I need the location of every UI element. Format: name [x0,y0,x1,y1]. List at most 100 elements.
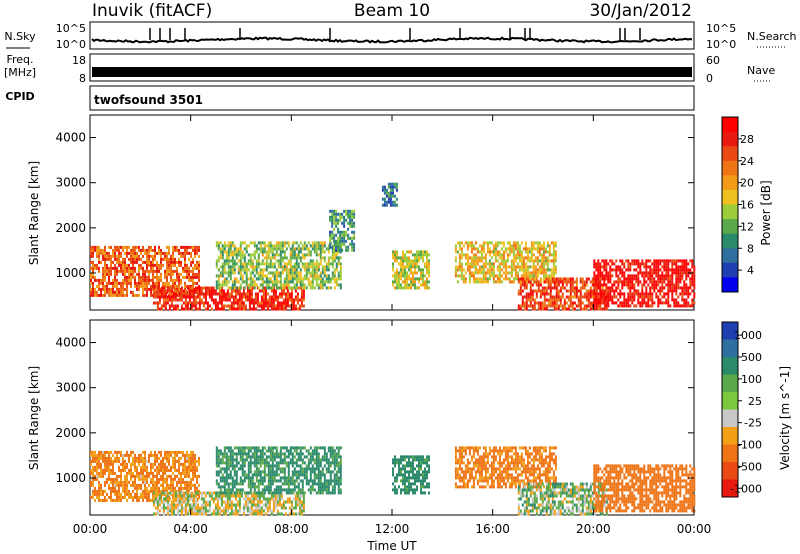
range-cell [182,269,184,273]
range-cell [269,286,272,290]
range-cell [307,283,310,287]
range-cell [245,274,248,278]
range-cell [331,247,334,251]
range-cell [186,503,189,507]
range-cell [128,459,130,463]
range-cell [621,274,624,278]
range-cell [138,266,140,270]
range-cell [217,256,220,260]
data-region [329,209,356,252]
range-cell [422,253,424,257]
range-cell [283,283,286,287]
range-cell [548,277,551,281]
range-cell [150,471,152,475]
range-cell [166,251,168,255]
range-cell [219,250,222,254]
range-cell [186,275,188,279]
range-cell [215,280,218,284]
range-cell [504,277,507,281]
range-cell [223,262,226,266]
range-cell [653,286,656,290]
range-cell [144,284,146,288]
range-cell [152,266,154,270]
range-cell [122,269,124,273]
range-cell [154,459,156,463]
range-cell [156,492,158,496]
range-cell [651,295,654,299]
range-cell [294,295,297,299]
range-cell [267,286,270,290]
range-cell [311,283,314,287]
range-cell [418,277,420,281]
range-cell [299,250,302,254]
range-cell [152,275,154,279]
range-cell [156,480,158,484]
range-cell [504,274,507,278]
range-cell [236,500,239,504]
range-cell [216,509,219,513]
range-cell [254,506,257,510]
range-cell [116,248,118,252]
range-cell [291,268,294,272]
range-cell [605,268,608,272]
range-cell [174,248,176,252]
range-cell [655,292,658,296]
range-cell [180,494,183,498]
range-cell [244,298,247,302]
range-cell [174,468,176,472]
range-cell [524,274,527,278]
range-cell [158,480,160,484]
range-cell [675,304,678,308]
range-cell [597,298,600,302]
range-cell [132,293,134,297]
range-cell [136,492,138,496]
range-cell [150,260,152,264]
range-cell [335,242,338,246]
range-cell [456,280,459,284]
range-cell [488,268,491,272]
range-cell [182,500,185,504]
range-cell [217,283,220,287]
range-cell [555,286,558,290]
range-cell [460,241,463,245]
range-cell [607,301,610,305]
range-cell [152,284,154,288]
range-cell [219,449,222,453]
range-cell [549,280,552,284]
range-cell [190,477,192,481]
range-cell [633,262,636,266]
range-cell [233,491,236,495]
range-cell [96,254,98,258]
range-cell [250,512,253,516]
range-cell [104,489,106,493]
range-cell [404,280,406,284]
range-cell [118,492,120,496]
range-cell [110,272,112,276]
range-cell [243,271,246,275]
range-cell [651,280,654,284]
range-cell [472,271,475,275]
range-cell [144,248,146,252]
range-cell [494,280,497,284]
range-cell [611,298,614,302]
range-cell [231,256,234,260]
range-cell [412,262,414,266]
range-cell [550,274,553,278]
range-cell [679,265,682,269]
range-cell [132,263,134,267]
range-cell [220,301,223,305]
range-cell [98,486,100,490]
range-cell [146,275,148,279]
range-cell [482,268,485,272]
range-cell [422,277,424,281]
range-cell [619,265,622,269]
range-cell [659,289,662,293]
range-cell [218,506,221,510]
range-cell [649,259,652,263]
range-cell [543,292,546,296]
range-cell [142,462,144,466]
range-cell [595,295,598,299]
range-cell [323,280,326,284]
range-cell [227,446,230,450]
range-cell [234,506,237,510]
